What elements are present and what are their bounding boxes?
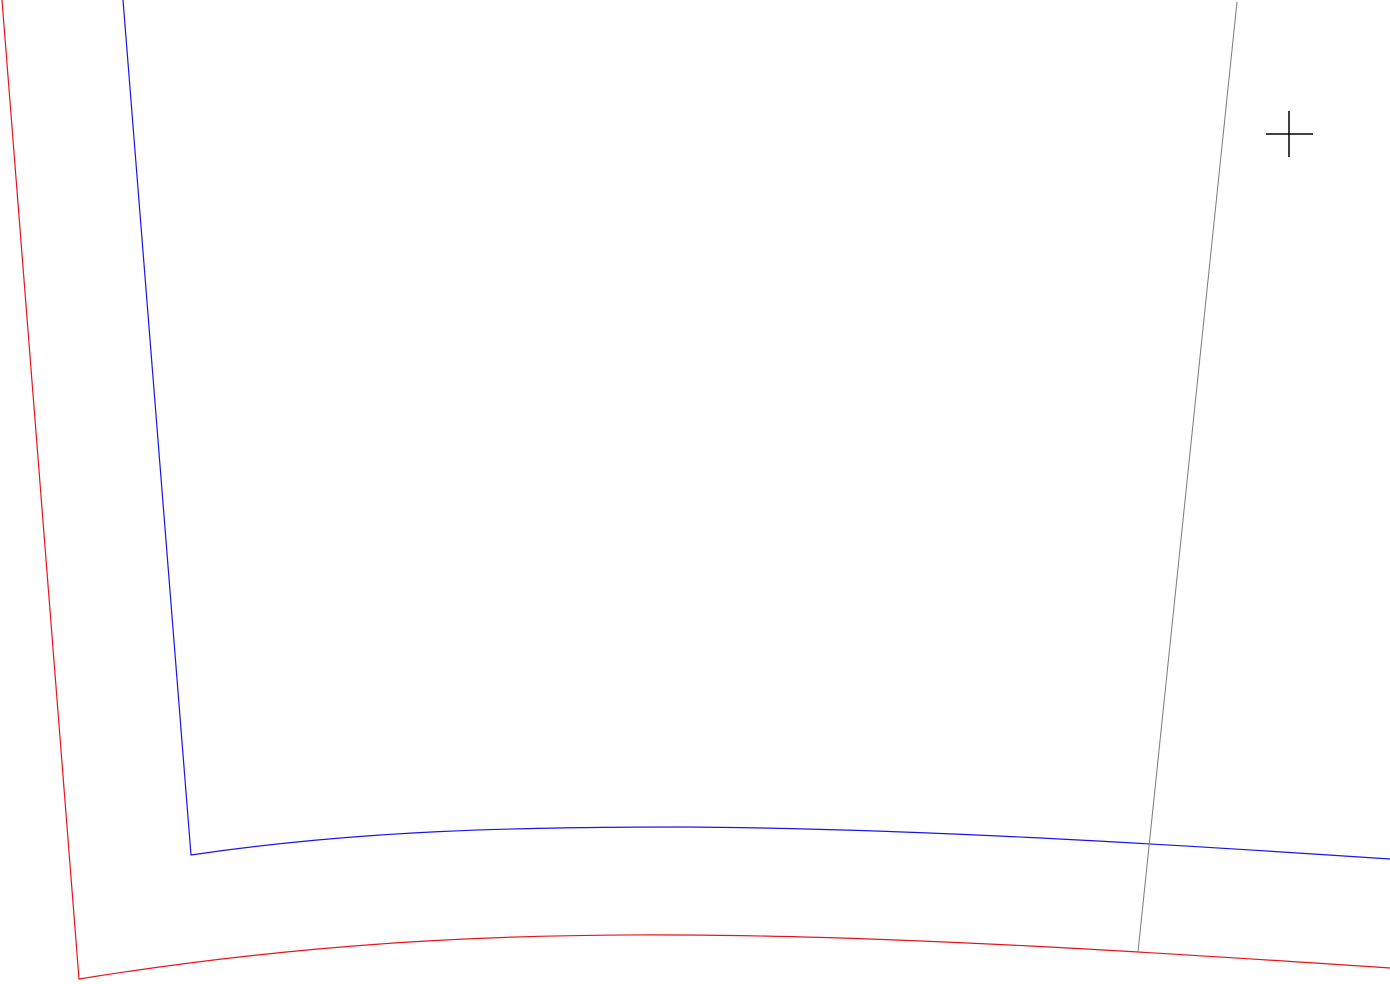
guide-line[interactable]	[1137, 1, 1238, 953]
inner-outline-path[interactable]	[122, 0, 1390, 860]
crosshair-cursor-icon	[1266, 111, 1313, 157]
